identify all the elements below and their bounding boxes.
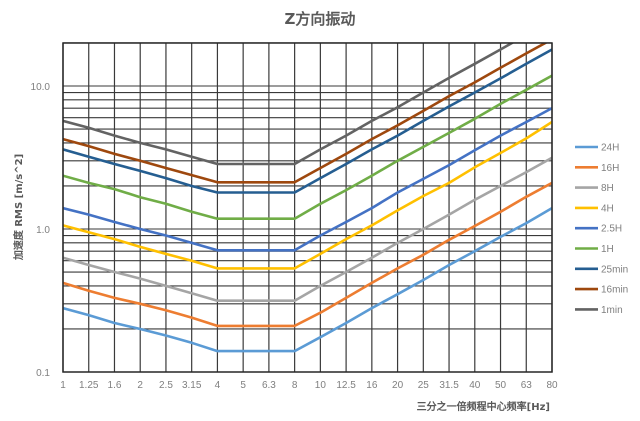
- x-axis-title: 三分之一倍频程中心频率[Hz]: [417, 400, 550, 413]
- legend-label: 1min: [601, 305, 623, 316]
- x-tick-label: 40: [469, 380, 481, 391]
- x-tick-label: 31.5: [439, 380, 459, 391]
- x-tick-label: 50: [495, 380, 507, 391]
- legend-label: 16H: [601, 163, 619, 174]
- x-tick-label: 1: [60, 380, 66, 391]
- y-tick-label: 10.0: [31, 82, 51, 93]
- series-line-25min: [63, 48, 552, 194]
- x-tick-label: 80: [546, 380, 558, 391]
- x-tick-label: 16: [366, 380, 378, 391]
- x-tick-label: 5: [240, 380, 246, 391]
- x-tick-label: 1.25: [79, 380, 99, 391]
- legend-label: 24H: [601, 143, 619, 154]
- x-tick-label: 2.5: [159, 380, 173, 391]
- plot-frame: [62, 42, 553, 373]
- x-tick-label: 8: [292, 380, 298, 391]
- x-tick-label: 20: [392, 380, 404, 391]
- x-tick-label: 10: [315, 380, 327, 391]
- legend-label: 8H: [601, 183, 614, 194]
- y-gridlines: [63, 42, 552, 373]
- x-tick-label: 2: [137, 380, 143, 391]
- y-axis-ticks: 0.1 1.0 10.0: [31, 82, 51, 379]
- series-line-1min: [63, 43, 515, 166]
- legend-label: 4H: [601, 203, 614, 214]
- series-line-16H: [63, 181, 552, 328]
- series-line-8H: [63, 156, 552, 303]
- series-line-16min: [63, 43, 548, 184]
- series-line-24H: [63, 206, 552, 353]
- chart-title: Z方向振动: [284, 10, 356, 28]
- x-tick-label: 63: [521, 380, 533, 391]
- legend: 24H 16H 8H 4H 2.5H 1H 25min 16min 1min: [575, 143, 628, 316]
- x-tick-label: 4: [215, 380, 221, 391]
- x-tick-label: 6.3: [262, 380, 276, 391]
- x-axis-ticks: 1 1.25 1.6 2 2.5 3.15 4 5 6.3 8 10 12.5 16 20 25 31.5 40…: [60, 380, 558, 391]
- x-tick-label: 25: [418, 380, 430, 391]
- series-line-1H: [63, 74, 552, 220]
- series-lines: [63, 43, 552, 353]
- legend-label: 1H: [601, 244, 614, 255]
- x-tick-label: 1.6: [108, 380, 122, 391]
- x-tick-label: 12.5: [336, 380, 356, 391]
- legend-label: 16min: [601, 285, 628, 296]
- y-tick-label: 0.1: [36, 368, 50, 379]
- series-line-2.5H: [63, 107, 552, 252]
- x-tick-label: 3.15: [182, 380, 202, 391]
- legend-label: 2.5H: [601, 224, 622, 235]
- x-gridlines: [62, 43, 553, 372]
- legend-label: 25min: [601, 264, 628, 275]
- y-axis-title: 加速度 RMS [m/s^2]: [12, 154, 25, 261]
- y-tick-label: 1.0: [36, 225, 50, 236]
- series-line-4H: [63, 120, 552, 270]
